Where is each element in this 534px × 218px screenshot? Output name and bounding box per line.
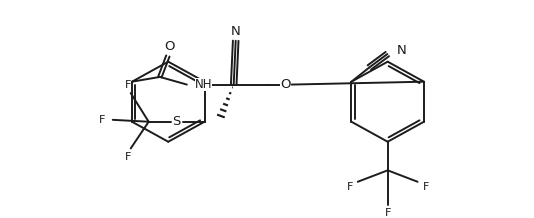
Text: F: F [124, 152, 131, 162]
Text: F: F [124, 80, 131, 90]
Text: NH: NH [195, 78, 213, 91]
Text: F: F [347, 182, 353, 192]
Text: F: F [98, 115, 105, 125]
Text: F: F [422, 182, 429, 192]
Text: N: N [396, 44, 406, 57]
Text: O: O [164, 40, 175, 53]
Text: O: O [280, 78, 291, 91]
Text: F: F [384, 208, 391, 218]
Text: S: S [172, 115, 181, 128]
Text: N: N [231, 25, 241, 38]
